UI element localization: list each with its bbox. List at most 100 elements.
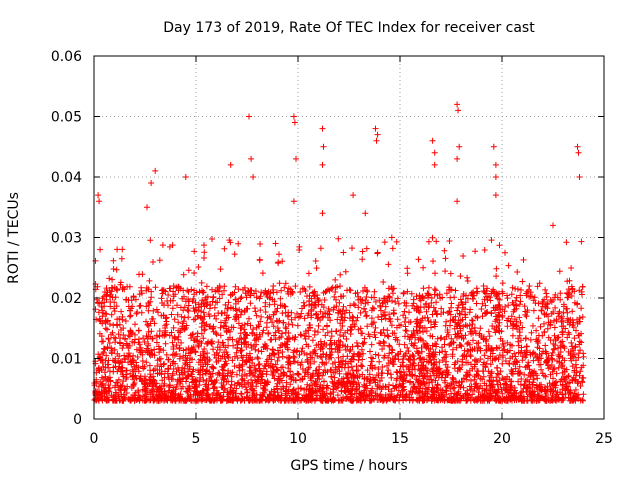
y-tick-label: 0.04 bbox=[51, 170, 82, 186]
data-point bbox=[291, 336, 298, 343]
data-point bbox=[446, 238, 453, 244]
data-point bbox=[92, 390, 99, 397]
data-point bbox=[343, 307, 350, 314]
data-point bbox=[274, 305, 281, 312]
data-point bbox=[209, 370, 216, 377]
data-point bbox=[507, 378, 514, 385]
data-point bbox=[179, 375, 186, 382]
data-point bbox=[257, 318, 264, 325]
data-point bbox=[454, 358, 461, 365]
data-point bbox=[317, 308, 324, 315]
data-point bbox=[314, 352, 321, 359]
data-point bbox=[111, 308, 118, 315]
data-point bbox=[115, 393, 122, 399]
data-point bbox=[180, 271, 187, 278]
data-point bbox=[398, 322, 404, 328]
data-point bbox=[317, 338, 324, 345]
data-point bbox=[103, 318, 110, 325]
data-point bbox=[201, 313, 208, 320]
data-point bbox=[471, 324, 478, 331]
data-point bbox=[95, 309, 102, 316]
data-point bbox=[478, 306, 485, 312]
data-point bbox=[221, 361, 228, 368]
data-point bbox=[228, 397, 234, 404]
data-point bbox=[563, 239, 570, 246]
data-point bbox=[225, 342, 232, 349]
data-point bbox=[372, 376, 379, 383]
data-point bbox=[559, 355, 566, 361]
data-point bbox=[355, 367, 361, 374]
data-point bbox=[137, 373, 144, 380]
data-point bbox=[239, 366, 246, 373]
data-point bbox=[250, 343, 257, 350]
data-point bbox=[202, 368, 209, 375]
data-point bbox=[276, 251, 282, 258]
data-point bbox=[104, 376, 111, 383]
data-point bbox=[257, 293, 264, 300]
data-point bbox=[555, 364, 562, 371]
data-point bbox=[459, 353, 466, 360]
data-point bbox=[510, 308, 517, 315]
data-point bbox=[576, 338, 583, 345]
data-point bbox=[409, 366, 416, 373]
data-point bbox=[400, 368, 407, 375]
data-point bbox=[436, 392, 443, 399]
data-point bbox=[489, 381, 496, 388]
data-point bbox=[508, 393, 515, 400]
data-point bbox=[339, 380, 346, 387]
data-point bbox=[210, 294, 217, 301]
data-point bbox=[423, 328, 430, 335]
data-point bbox=[278, 287, 285, 294]
data-point bbox=[334, 316, 341, 323]
data-point bbox=[308, 397, 315, 404]
data-point bbox=[461, 352, 467, 359]
data-point bbox=[361, 335, 368, 342]
data-point bbox=[108, 331, 114, 338]
data-point bbox=[429, 234, 436, 241]
data-point bbox=[497, 381, 504, 388]
data-point bbox=[166, 332, 173, 339]
data-point bbox=[449, 353, 456, 360]
data-point bbox=[219, 372, 226, 379]
data-point bbox=[163, 321, 170, 328]
data-point bbox=[155, 343, 162, 350]
data-point bbox=[481, 310, 488, 316]
data-point bbox=[275, 318, 281, 325]
data-point bbox=[142, 397, 149, 404]
data-point bbox=[488, 382, 495, 388]
data-point bbox=[311, 358, 318, 365]
data-point bbox=[291, 119, 298, 126]
data-point bbox=[152, 383, 159, 390]
data-point bbox=[143, 303, 150, 310]
data-point bbox=[425, 359, 432, 366]
data-point bbox=[391, 330, 398, 337]
data-point bbox=[407, 388, 414, 394]
data-point bbox=[162, 315, 169, 322]
data-point bbox=[468, 325, 475, 332]
data-point bbox=[504, 348, 511, 355]
data-point bbox=[150, 307, 157, 314]
data-point bbox=[262, 363, 269, 370]
data-point bbox=[443, 290, 450, 297]
data-point bbox=[433, 396, 440, 403]
data-point bbox=[307, 322, 313, 328]
data-point bbox=[276, 317, 283, 324]
data-point bbox=[246, 370, 253, 377]
data-point bbox=[551, 345, 558, 352]
data-point bbox=[179, 383, 186, 390]
data-point bbox=[272, 329, 279, 336]
data-point bbox=[241, 381, 248, 388]
data-point bbox=[171, 334, 178, 341]
data-point bbox=[195, 307, 202, 314]
data-point bbox=[408, 340, 415, 347]
data-point bbox=[233, 315, 240, 322]
data-point bbox=[163, 351, 170, 358]
data-point bbox=[101, 390, 108, 397]
data-point bbox=[381, 309, 388, 316]
data-point bbox=[368, 341, 375, 348]
data-point bbox=[413, 318, 420, 325]
data-point bbox=[355, 379, 362, 386]
data-point bbox=[493, 374, 500, 381]
data-point bbox=[541, 372, 547, 379]
